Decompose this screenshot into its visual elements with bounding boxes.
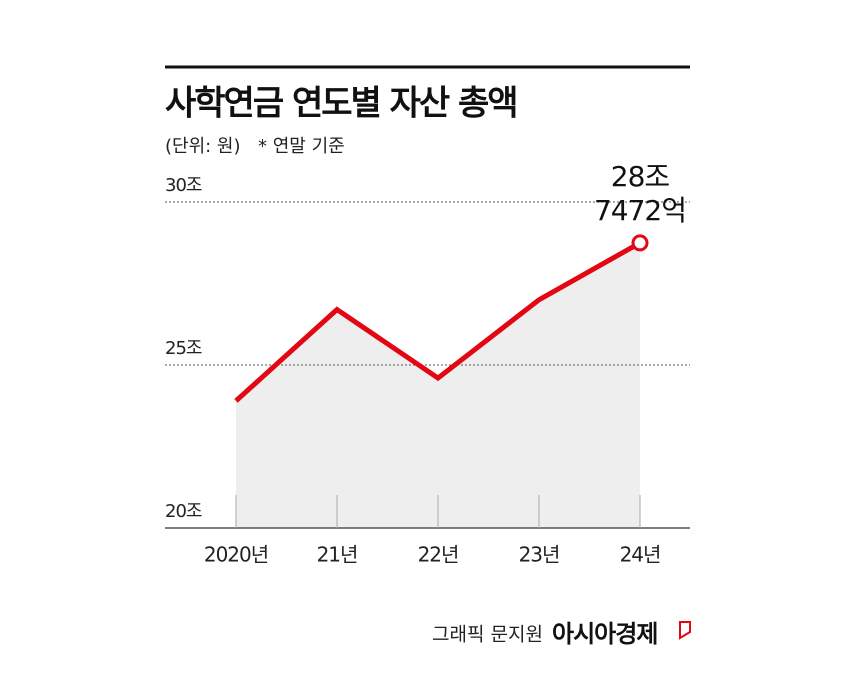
- area: [236, 242, 640, 528]
- y-tick-label: 25조: [165, 338, 202, 359]
- logo-mark: [679, 621, 691, 640]
- note: * 연말 기준: [258, 136, 345, 157]
- value-label: 28조 7472억: [593, 160, 687, 227]
- x-tick-label: 21년: [317, 543, 358, 567]
- x-tick-label: 22년: [418, 543, 459, 567]
- x-tick-label: 24년: [620, 543, 661, 567]
- end-marker: [631, 234, 649, 252]
- x-tick-label: 23년: [519, 543, 560, 567]
- credit: 그래픽 문지원: [432, 624, 543, 646]
- line: [234, 240, 642, 403]
- y-tick-label: 30조: [165, 175, 202, 196]
- chart-title: 사학연금 연도별 자산 총액: [165, 84, 517, 124]
- x-tick-label: 2020년: [204, 543, 268, 567]
- subtitle: (단위: 원): [165, 136, 241, 157]
- y-tick-label: 20조: [165, 501, 202, 522]
- publisher: 아시아경제: [552, 620, 657, 648]
